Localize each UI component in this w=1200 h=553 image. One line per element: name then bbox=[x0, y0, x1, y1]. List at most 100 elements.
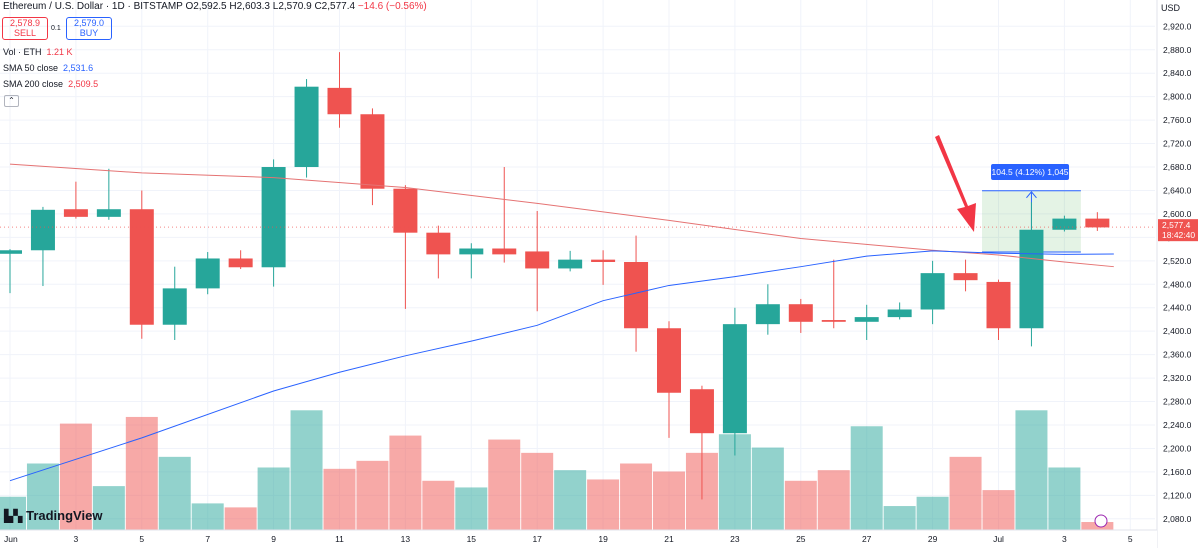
y-tick-label: 2,280.0 bbox=[1163, 397, 1192, 407]
event-icon bbox=[1094, 514, 1108, 528]
candle-body bbox=[920, 273, 945, 310]
y-tick-label: 2,680.0 bbox=[1163, 162, 1192, 172]
candle-body bbox=[887, 309, 912, 318]
candle-body bbox=[261, 167, 286, 268]
volume-label: Vol · ETH bbox=[3, 47, 42, 57]
candle-body bbox=[953, 273, 978, 281]
price-tag-value: 2,577.4 bbox=[1162, 220, 1191, 230]
sma200-indicator[interactable]: SMA 200 close 2,509.5 bbox=[3, 79, 98, 89]
y-tick-label: 2,240.0 bbox=[1163, 420, 1192, 430]
y-tick-label: 2,080.0 bbox=[1163, 514, 1192, 524]
volume-bar bbox=[653, 471, 685, 530]
candle-body bbox=[228, 258, 253, 268]
volume-bar bbox=[59, 423, 92, 530]
volume-bar bbox=[224, 507, 257, 530]
price-change: −14.6 (−0.56%) bbox=[357, 1, 427, 12]
volume-bar bbox=[784, 480, 817, 530]
candle-body bbox=[129, 209, 154, 325]
candle-body bbox=[986, 281, 1011, 329]
y-tick-label: 2,880.0 bbox=[1163, 45, 1192, 55]
volume-bar bbox=[587, 479, 620, 530]
y-tick-label: 2,920.0 bbox=[1163, 21, 1192, 31]
x-tick-label: 21 bbox=[664, 534, 674, 544]
tv-logo-icon: ▙▚ bbox=[4, 509, 23, 523]
x-tick-label: 19 bbox=[598, 534, 608, 544]
logo-text: TradingView bbox=[26, 508, 103, 523]
candle-body bbox=[294, 86, 319, 168]
candle-body bbox=[689, 389, 714, 434]
time-axis-bg bbox=[0, 530, 1157, 548]
collapse-icon[interactable]: ⌃ bbox=[4, 95, 19, 107]
candle-body bbox=[30, 209, 55, 251]
y-tick-label: 2,320.0 bbox=[1163, 373, 1192, 383]
buy-button[interactable]: 2,579.0 BUY bbox=[66, 17, 112, 40]
candle-body bbox=[492, 248, 517, 255]
volume-bar bbox=[356, 460, 389, 530]
candle-body bbox=[63, 209, 88, 217]
volume-bar bbox=[158, 456, 191, 530]
measure-label: 104.5 (4.12%) 1,045 bbox=[992, 167, 1069, 177]
y-tick-label: 2,120.0 bbox=[1163, 490, 1192, 500]
volume-bar bbox=[389, 435, 422, 530]
candle-body bbox=[722, 324, 747, 434]
x-tick-label: Jun bbox=[4, 534, 18, 544]
y-tick-label: 2,840.0 bbox=[1163, 68, 1192, 78]
volume-bar bbox=[751, 447, 784, 530]
volume-bar bbox=[488, 439, 521, 530]
y-tick-label: 2,440.0 bbox=[1163, 303, 1192, 313]
ohlc-values: O2,592.5 H2,603.3 L2,570.9 C2,577.4 bbox=[185, 1, 356, 12]
y-tick-label: 2,360.0 bbox=[1163, 350, 1192, 360]
volume-bar bbox=[323, 468, 356, 530]
volume-bar bbox=[26, 463, 59, 530]
sell-button[interactable]: 2,578.9 SELL bbox=[2, 17, 48, 40]
volume-value: 1.21 K bbox=[46, 47, 73, 57]
volume-bar bbox=[290, 410, 323, 530]
candle-body bbox=[459, 248, 484, 255]
volume-bar bbox=[620, 463, 653, 530]
x-tick-label: 23 bbox=[730, 534, 740, 544]
x-tick-label: 7 bbox=[205, 534, 210, 544]
candle-body bbox=[1052, 218, 1077, 230]
x-tick-label: 9 bbox=[271, 534, 276, 544]
price-tag bbox=[1158, 219, 1198, 242]
candle-body bbox=[327, 87, 352, 115]
measure-arrow-head bbox=[1026, 190, 1037, 199]
candle-body bbox=[854, 317, 879, 322]
symbol-title[interactable]: Ethereum / U.S. Dollar · 1D · BITSTAMP bbox=[3, 1, 183, 12]
candle-body bbox=[1085, 218, 1110, 228]
volume-bar bbox=[455, 487, 488, 530]
sma200-value: 2,509.5 bbox=[68, 79, 99, 89]
y-tick-label: 2,480.0 bbox=[1163, 279, 1192, 289]
buy-price: 2,579.0 bbox=[73, 18, 105, 28]
volume-bar bbox=[0, 496, 26, 530]
candle-body bbox=[788, 304, 813, 322]
measure-label-bg bbox=[991, 164, 1070, 180]
candle-body bbox=[0, 250, 22, 254]
candle-body bbox=[1019, 229, 1044, 329]
y-tick-label: 2,760.0 bbox=[1163, 115, 1192, 125]
sell-label: SELL bbox=[13, 28, 37, 38]
volume-indicator[interactable]: Vol · ETH 1.21 K bbox=[3, 47, 73, 57]
y-tick-label: 2,600.0 bbox=[1163, 209, 1192, 219]
sma200-line bbox=[9, 163, 1114, 268]
spread-value: 0.1 bbox=[51, 25, 61, 32]
x-tick-label: 3 bbox=[1062, 534, 1067, 544]
tradingview-logo: ▙▚ TradingView bbox=[4, 508, 102, 523]
sma50-indicator[interactable]: SMA 50 close 2,531.6 bbox=[3, 63, 93, 73]
candle-body bbox=[96, 209, 121, 217]
chart-header: Ethereum / U.S. Dollar · 1D · BITSTAMP O… bbox=[3, 1, 427, 12]
sma50-label: SMA 50 close bbox=[3, 63, 59, 73]
candle-body bbox=[821, 320, 846, 322]
x-tick-label: 13 bbox=[401, 534, 411, 544]
volume-bar bbox=[883, 506, 916, 530]
y-tick-label: 2,640.0 bbox=[1163, 185, 1192, 195]
candle-body bbox=[525, 251, 550, 269]
volume-bar bbox=[125, 416, 158, 530]
price-axis-bg bbox=[1157, 0, 1200, 548]
sell-price: 2,578.9 bbox=[9, 18, 41, 28]
candle-body bbox=[195, 258, 220, 289]
candle-body bbox=[591, 259, 616, 262]
volume-bar bbox=[422, 480, 455, 530]
